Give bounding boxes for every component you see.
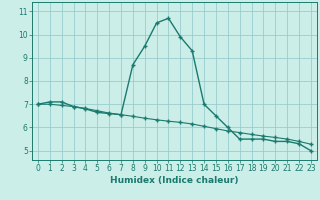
X-axis label: Humidex (Indice chaleur): Humidex (Indice chaleur)	[110, 176, 239, 185]
